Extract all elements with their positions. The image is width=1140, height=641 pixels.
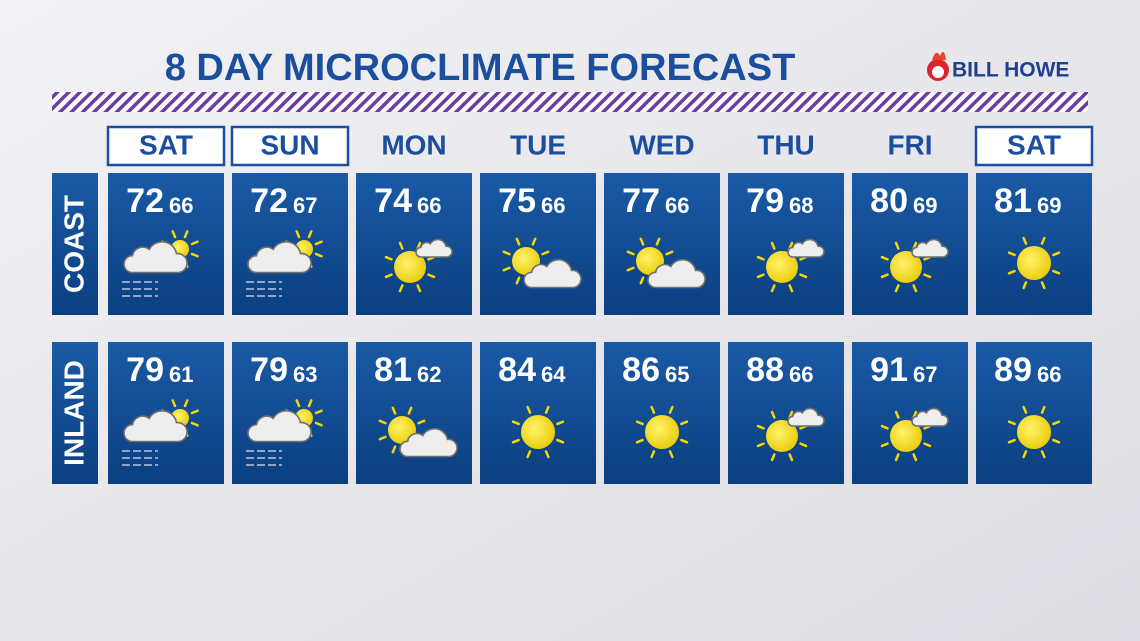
- region-label: INLAND: [58, 360, 89, 466]
- weather-icon: [635, 405, 689, 459]
- weather-icon: [246, 230, 323, 297]
- day-box: [230, 125, 350, 167]
- high-temp: 88: [746, 351, 784, 389]
- forecast-cell: 79 63: [232, 342, 348, 484]
- low-temp: 68: [789, 193, 813, 218]
- weather-icon: [502, 237, 582, 289]
- high-temp: 79: [250, 351, 288, 389]
- day-label: SAT: [139, 129, 193, 160]
- region-label-box: COAST: [52, 173, 98, 315]
- forecast-cell: 81 69: [976, 173, 1092, 315]
- weather-icon: [756, 238, 825, 293]
- low-temp: 69: [1037, 193, 1061, 218]
- low-temp: 67: [293, 193, 317, 218]
- high-temp: 84: [498, 351, 536, 389]
- weather-icon: [246, 399, 323, 466]
- day-label: FRI: [887, 129, 932, 160]
- low-temp: 66: [789, 362, 813, 387]
- low-temp: 66: [169, 193, 193, 218]
- day-box: [106, 125, 226, 167]
- high-temp: 79: [126, 351, 164, 389]
- high-temp: 74: [374, 182, 412, 220]
- weather-icon: [880, 407, 949, 462]
- high-temp: 75: [498, 182, 536, 220]
- region-label: COAST: [58, 195, 89, 293]
- low-temp: 62: [417, 362, 441, 387]
- high-temp: 72: [250, 182, 288, 220]
- high-temp: 86: [622, 351, 660, 389]
- stripe: [52, 92, 1088, 112]
- high-temp: 81: [994, 182, 1032, 220]
- forecast-cell: 77 66: [604, 173, 720, 315]
- weather-icon: [122, 230, 199, 297]
- day-label: THU: [757, 129, 815, 160]
- weather-icon: [511, 405, 565, 459]
- weather-icon: [122, 399, 199, 466]
- high-temp: 80: [870, 182, 908, 220]
- weather-icon: [626, 237, 706, 289]
- forecast-cell: 81 62: [356, 342, 472, 484]
- high-temp: 91: [870, 351, 908, 389]
- forecast-cell: 72 66: [108, 173, 224, 315]
- sponsor-logo: BILL HOWE: [927, 51, 1069, 82]
- day-box: [974, 125, 1094, 167]
- low-temp: 66: [541, 193, 565, 218]
- forecast-cell: 74 66: [356, 173, 472, 315]
- day-label: MON: [381, 129, 446, 160]
- weather-icon: [1007, 405, 1061, 459]
- low-temp: 61: [169, 362, 193, 387]
- high-temp: 72: [126, 182, 164, 220]
- low-temp: 66: [417, 193, 441, 218]
- sponsor: BILL HOWE: [952, 59, 1069, 82]
- high-temp: 77: [622, 182, 660, 220]
- high-temp: 81: [374, 351, 412, 389]
- weather-icon: [378, 406, 458, 458]
- day-label: SAT: [1007, 129, 1061, 160]
- forecast-cell: 84 64: [480, 342, 596, 484]
- forecast-cell: 72 67: [232, 173, 348, 315]
- forecast-cell: 86 65: [604, 342, 720, 484]
- high-temp: 89: [994, 351, 1032, 389]
- weather-icon: [756, 407, 825, 462]
- forecast-cell: 75 66: [480, 173, 596, 315]
- title: 8 DAY MICROCLIMATE FORECAST: [165, 47, 796, 89]
- forecast-cell: 79 61: [108, 342, 224, 484]
- day-label: SUN: [260, 129, 319, 160]
- weather-icon: [1007, 236, 1061, 290]
- high-temp: 79: [746, 182, 784, 220]
- day-label: WED: [629, 129, 694, 160]
- weather-icon: [880, 238, 949, 293]
- low-temp: 67: [913, 362, 937, 387]
- day-label: TUE: [510, 129, 566, 160]
- low-temp: 66: [665, 193, 689, 218]
- forecast-cell: 89 66: [976, 342, 1092, 484]
- forecast-cell: 91 67: [852, 342, 968, 484]
- low-temp: 64: [541, 362, 566, 387]
- low-temp: 63: [293, 362, 317, 387]
- forecast-cell: 79 68: [728, 173, 844, 315]
- forecast-cell: 80 69: [852, 173, 968, 315]
- weather-icon: [384, 238, 453, 293]
- forecast-cell: 88 66: [728, 342, 844, 484]
- region-label-box: INLAND: [52, 342, 98, 484]
- low-temp: 69: [913, 193, 937, 218]
- low-temp: 65: [665, 362, 689, 387]
- low-temp: 66: [1037, 362, 1061, 387]
